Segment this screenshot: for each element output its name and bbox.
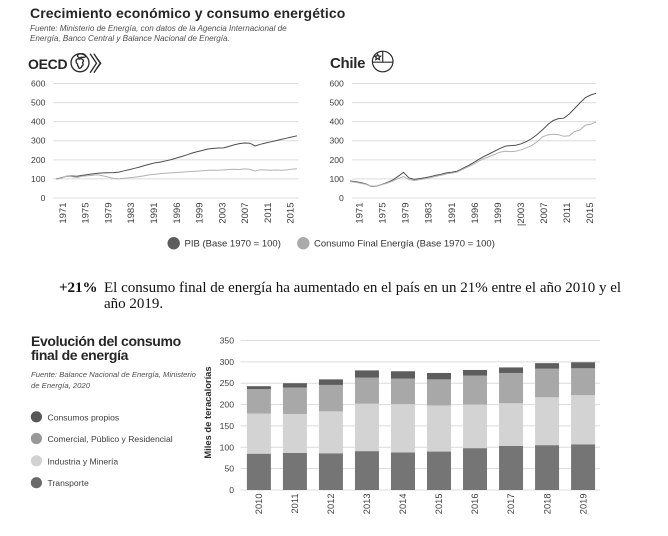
- svg-text:2013: 2013: [362, 494, 372, 515]
- svg-text:Consumo Final Energía (Base 19: Consumo Final Energía (Base 1970 = 100): [314, 239, 495, 250]
- svg-text:2015: 2015: [434, 494, 444, 515]
- svg-text:2016: 2016: [470, 494, 480, 515]
- svg-text:1999: 1999: [195, 203, 206, 224]
- svg-text:2010: 2010: [254, 494, 264, 515]
- svg-text:2011: 2011: [263, 203, 274, 223]
- svg-text:0: 0: [229, 485, 234, 495]
- svg-text:0: 0: [339, 193, 344, 203]
- svg-text:1996: 1996: [172, 203, 183, 224]
- svg-text:600: 600: [31, 79, 46, 89]
- svg-text:Comercial, Público y Residenci: Comercial, Público y Residencial: [48, 434, 173, 444]
- svg-text:2015: 2015: [585, 203, 596, 224]
- svg-text:100: 100: [31, 174, 46, 184]
- svg-text:1991: 1991: [149, 203, 160, 224]
- svg-text:1999: 1999: [493, 203, 504, 224]
- svg-text:PIB (Base 1970 = 100): PIB (Base 1970 = 100): [185, 239, 281, 250]
- svg-text:Industria y Minería: Industria y Minería: [48, 456, 119, 466]
- svg-text:1983: 1983: [126, 203, 137, 224]
- svg-text:50: 50: [224, 464, 234, 474]
- svg-text:1971: 1971: [58, 203, 69, 224]
- svg-text:400: 400: [329, 117, 344, 127]
- svg-text:1983: 1983: [424, 203, 435, 224]
- svg-text:Transporte: Transporte: [48, 478, 89, 488]
- svg-text:300: 300: [329, 136, 344, 146]
- svg-text:2003: 2003: [217, 203, 228, 224]
- svg-text:2018: 2018: [542, 494, 552, 515]
- svg-text:Miles de teracalorías: Miles de teracalorías: [202, 366, 213, 458]
- svg-text:2014: 2014: [398, 494, 408, 515]
- svg-text:300: 300: [31, 136, 46, 146]
- svg-text:0: 0: [41, 193, 46, 203]
- svg-text:1979: 1979: [103, 203, 114, 224]
- svg-text:2007: 2007: [240, 203, 251, 224]
- svg-text:250: 250: [220, 378, 235, 388]
- svg-text:2017: 2017: [506, 494, 516, 515]
- svg-text:200: 200: [31, 155, 46, 165]
- svg-text:|2003: |2003: [516, 203, 527, 227]
- svg-text:100: 100: [220, 442, 235, 452]
- svg-text:1975: 1975: [378, 203, 389, 224]
- svg-text:2011: 2011: [562, 203, 573, 223]
- svg-text:300: 300: [220, 357, 235, 367]
- svg-text:200: 200: [220, 400, 235, 410]
- svg-text:1991: 1991: [447, 203, 458, 224]
- svg-text:2019: 2019: [578, 494, 588, 515]
- svg-text:350: 350: [220, 336, 235, 346]
- svg-text:100: 100: [329, 174, 344, 184]
- svg-text:500: 500: [329, 98, 344, 108]
- svg-text:2011: 2011: [290, 494, 300, 514]
- svg-text:2012: 2012: [326, 494, 336, 515]
- svg-text:400: 400: [31, 117, 46, 127]
- svg-text:2015: 2015: [286, 203, 297, 224]
- svg-text:200: 200: [329, 155, 344, 165]
- svg-text:2007: 2007: [539, 203, 550, 224]
- svg-text:1975: 1975: [81, 203, 92, 224]
- svg-text:600: 600: [329, 79, 344, 89]
- svg-text:1971: 1971: [355, 203, 366, 224]
- svg-text:Consumos propios: Consumos propios: [48, 412, 120, 422]
- svg-text:500: 500: [31, 98, 46, 108]
- svg-text:150: 150: [220, 421, 235, 431]
- svg-text:1996: 1996: [470, 203, 481, 224]
- svg-text:1979: 1979: [401, 203, 412, 224]
